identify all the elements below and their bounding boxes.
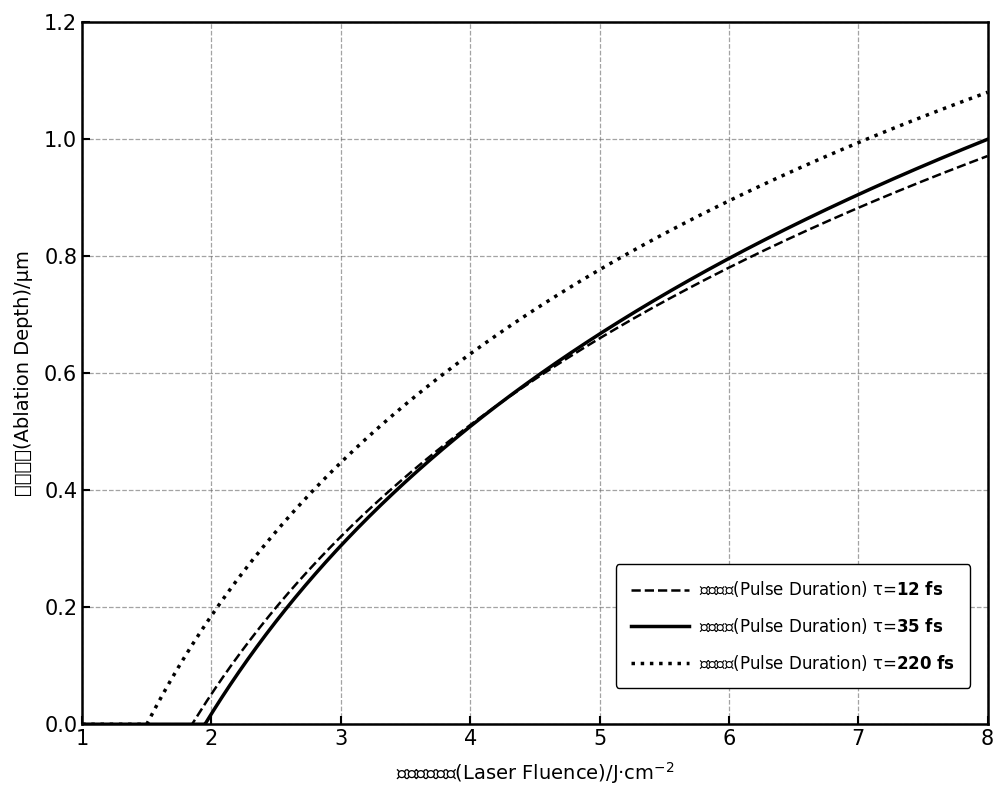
Y-axis label: 烧蛀深度(Ablation Depth)/μm: 烧蛀深度(Ablation Depth)/μm <box>14 250 33 496</box>
Legend: 脉冲宽度(Pulse Duration) τ=$\bf{12\ fs}$, 脉冲宽度(Pulse Duration) τ=$\bf{35\ fs}$, 脉冲宽度: 脉冲宽度(Pulse Duration) τ=$\bf{12\ fs}$, 脉冲… <box>616 565 970 688</box>
X-axis label: 激光能量密度(Laser Fluence)/J·cm$^{-2}$: 激光能量密度(Laser Fluence)/J·cm$^{-2}$ <box>395 760 674 786</box>
